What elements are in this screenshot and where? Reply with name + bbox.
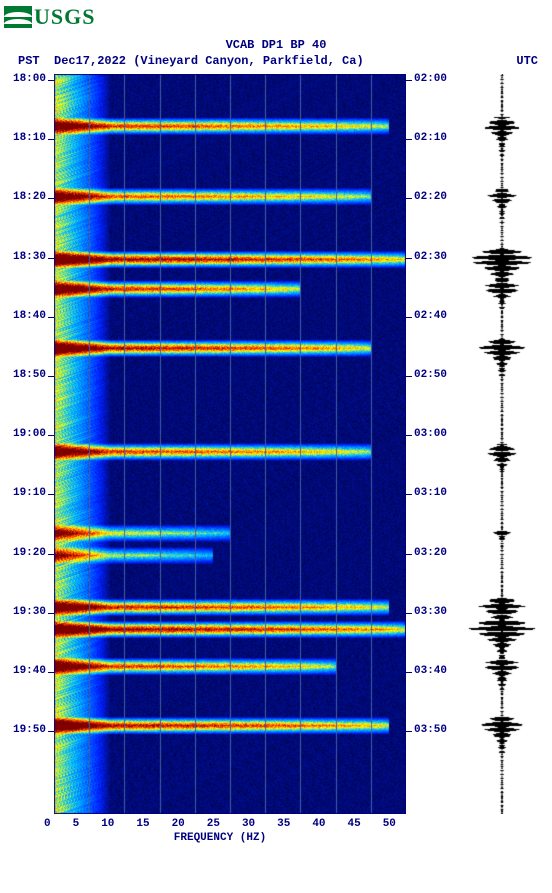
x-axis: 0 5 10 15 20 25 30 35 40 45 50 FREQUENCY (HZ): [44, 814, 396, 844]
ytick-right: 03:30: [414, 607, 447, 618]
ytick-left: 19:50: [13, 725, 46, 736]
ytick-left: 19:10: [13, 488, 46, 499]
ytick-left: 18:20: [13, 192, 46, 203]
ytick-left: 18:00: [13, 74, 46, 85]
xtick: 5: [73, 818, 80, 830]
ytick-right: 02:00: [414, 74, 447, 85]
ytick-right: 02:10: [414, 133, 447, 144]
tz-left-label: PST: [18, 54, 54, 68]
date-location-label: Dec17,2022 (Vineyard Canyon, Parkfield, …: [54, 54, 478, 68]
xtick: 15: [136, 818, 149, 830]
ytick-right: 03:10: [414, 488, 447, 499]
ytick-right: 03:50: [414, 725, 447, 736]
ytick-left: 18:50: [13, 370, 46, 381]
xtick: 35: [277, 818, 290, 830]
ytick-right: 02:40: [414, 311, 447, 322]
ytick-left: 18:10: [13, 133, 46, 144]
waveform-panel: [464, 74, 540, 814]
ytick-left: 19:20: [13, 548, 46, 559]
ytick-left: 19:40: [13, 666, 46, 677]
x-axis-label: FREQUENCY (HZ): [174, 832, 266, 844]
y-axis-right-utc: 02:00 02:10 02:20 02:30 02:40 02:50 03:00 03:10…: [412, 74, 458, 814]
usgs-logo-text: USGS: [34, 4, 95, 30]
ytick-left: 19:30: [13, 607, 46, 618]
tz-right-label: UTC: [478, 54, 538, 68]
xtick: 50: [383, 818, 396, 830]
chart-subtitle: PST Dec17,2022 (Vineyard Canyon, Parkfie…: [4, 54, 548, 68]
xtick: 25: [207, 818, 220, 830]
ytick-right: 03:00: [414, 429, 447, 440]
y-axis-left-pst: 18:00 18:10 18:20 18:30 18:40 18:50 19:00 19:10…: [4, 74, 48, 814]
ytick-left: 18:40: [13, 311, 46, 322]
usgs-logo: USGS: [4, 4, 548, 30]
xtick: 45: [348, 818, 361, 830]
xtick: 40: [312, 818, 325, 830]
plot-area: 18:00 18:10 18:20 18:30 18:40 18:50 19:00 19:10…: [4, 74, 548, 814]
ytick-right: 03:40: [414, 666, 447, 677]
xtick: 20: [172, 818, 185, 830]
spectrogram-panel: [54, 74, 406, 814]
spectrogram-canvas: [54, 74, 406, 814]
x-axis-ticks: 0 5 10 15 20 25 30 35 40 45 50: [44, 818, 396, 830]
ytick-right: 02:30: [414, 252, 447, 263]
xtick: 10: [101, 818, 114, 830]
ytick-right: 03:20: [414, 548, 447, 559]
xtick: 0: [44, 818, 51, 830]
chart-title: VCAB DP1 BP 40: [4, 38, 548, 52]
ytick-left: 19:00: [13, 429, 46, 440]
ytick-right: 02:20: [414, 192, 447, 203]
waveform-canvas: [464, 74, 540, 814]
ytick-right: 02:50: [414, 370, 447, 381]
ytick-left: 18:30: [13, 252, 46, 263]
xtick: 30: [242, 818, 255, 830]
usgs-logo-icon: [4, 6, 32, 28]
